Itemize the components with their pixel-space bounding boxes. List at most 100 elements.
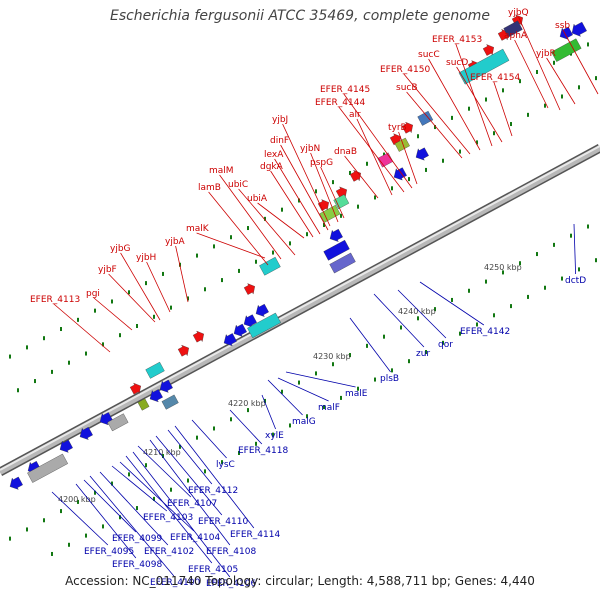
gene-arrow	[243, 314, 257, 328]
scale-tick	[170, 305, 172, 310]
scale-tick	[162, 271, 164, 276]
scale-tick	[102, 524, 104, 529]
scale-tick	[187, 478, 189, 483]
gene-label-malg: malG	[292, 417, 316, 427]
scale-tick	[587, 42, 589, 47]
leader-line	[119, 461, 195, 532]
leader-line	[320, 166, 345, 219]
gene-label-efer-4103: EFER_4103	[143, 513, 193, 523]
gene-label-succ: sucC	[418, 50, 440, 60]
gene-label-efer-4095: EFER_4095	[84, 547, 134, 557]
leader-line	[125, 455, 213, 564]
scale-tick	[468, 288, 470, 293]
gene-label-efer-4098: EFER_4098	[112, 560, 162, 570]
scale-tick	[230, 417, 232, 422]
scale-tick	[527, 112, 529, 117]
gene-label-efer-4106: EFER_4106	[206, 579, 256, 589]
scale-tick	[587, 224, 589, 229]
scale-tick	[442, 340, 444, 345]
scale-tick	[60, 509, 62, 514]
gene-label-plsb: plsB	[380, 374, 399, 384]
scale-tick	[493, 313, 495, 318]
gene-arrow	[393, 167, 407, 181]
gene-arrow	[482, 44, 494, 56]
gene-arrow	[161, 394, 179, 410]
leader-line	[573, 223, 576, 275]
gene-label-efer-4100: EFER_4100	[150, 578, 200, 588]
gene-arrow	[401, 121, 413, 134]
leader-line	[137, 445, 192, 498]
gene-label-yjbn: yjbN	[300, 144, 320, 154]
leader-line	[310, 152, 339, 223]
leader-line	[146, 261, 171, 313]
scale-tick	[510, 122, 512, 127]
gene-arrow	[394, 137, 410, 152]
scale-tick	[349, 170, 351, 175]
gene-arrow	[571, 21, 587, 37]
gene-label-efer-4108: EFER_4108	[206, 547, 256, 557]
leader-line	[282, 123, 331, 227]
scale-tick	[145, 281, 147, 286]
leader-line	[89, 475, 175, 577]
scale-tick	[425, 350, 427, 355]
scale-tick	[340, 395, 342, 400]
scale-labels: 4200 kbp 4210 kbp 4220 kbp 4230 kbp 4240 kbp…	[58, 263, 522, 504]
scale-tick	[119, 333, 121, 338]
gene-label-efer-4104: EFER_4104	[170, 533, 220, 543]
gene-label-efer-4114: EFER_4114	[230, 530, 280, 540]
leader-line	[174, 425, 255, 529]
scale-tick	[510, 304, 512, 309]
scale-tick	[119, 515, 121, 520]
gene-arrow	[329, 228, 343, 242]
scale-tick	[85, 533, 87, 538]
scale-tick	[595, 76, 597, 81]
gene-label-pgi: pgi	[86, 289, 100, 299]
scale-tick	[238, 268, 240, 273]
scale-tick	[536, 69, 538, 74]
gene-label-efer-4144: EFER_4144	[315, 98, 365, 108]
scale-tick	[332, 180, 334, 185]
leader-line	[562, 29, 599, 95]
gene-label-sucd: sucD	[446, 58, 468, 68]
scale-tick	[136, 323, 138, 328]
leader-line	[196, 232, 266, 259]
scale-tick	[128, 472, 130, 477]
leader-line	[191, 419, 227, 459]
scale-tick	[204, 469, 206, 474]
gene-label-malm: malM	[209, 166, 234, 176]
gene-arrow	[145, 361, 165, 379]
scale-tick	[536, 252, 538, 257]
scale-tick	[272, 250, 274, 255]
scale-label: 4240 kbp	[398, 307, 436, 316]
scale-tick	[94, 308, 96, 313]
scale-tick	[162, 454, 164, 459]
gene-label-yjbf: yjbF	[98, 265, 117, 275]
gene-label-ubia: ubiA	[247, 194, 268, 204]
leader-line	[514, 39, 549, 109]
gene-label-dnab: dnaB	[334, 147, 357, 157]
gene-label-yjbg: yjbG	[110, 244, 131, 254]
scale-tick	[459, 149, 461, 154]
scale-tick	[9, 536, 11, 541]
gene-label-ubic: ubiC	[228, 180, 248, 190]
gene-label-yjbh: yjbH	[136, 253, 156, 263]
scale-tick	[272, 432, 274, 437]
gene-label-efer-4142: EFER_4142	[460, 327, 510, 337]
scale-tick	[315, 371, 317, 376]
scale-tick	[281, 207, 283, 212]
leader-line	[149, 439, 231, 546]
scale-tick	[136, 506, 138, 511]
scale-tick	[561, 276, 563, 281]
scale-tick	[264, 216, 266, 221]
gene-label-zur: zur	[416, 349, 430, 359]
scale-tick	[221, 278, 223, 283]
scale-tick	[51, 369, 53, 374]
scale-label: 4230 kbp	[313, 352, 351, 361]
scale-tick	[281, 389, 283, 394]
scale-tick	[544, 103, 546, 108]
scale-tick	[204, 287, 206, 292]
gene-label-efer-4153: EFER_4153	[432, 35, 482, 45]
scale-tick	[383, 334, 385, 339]
gene-arrow	[415, 147, 429, 161]
gene-arrow	[79, 426, 93, 440]
